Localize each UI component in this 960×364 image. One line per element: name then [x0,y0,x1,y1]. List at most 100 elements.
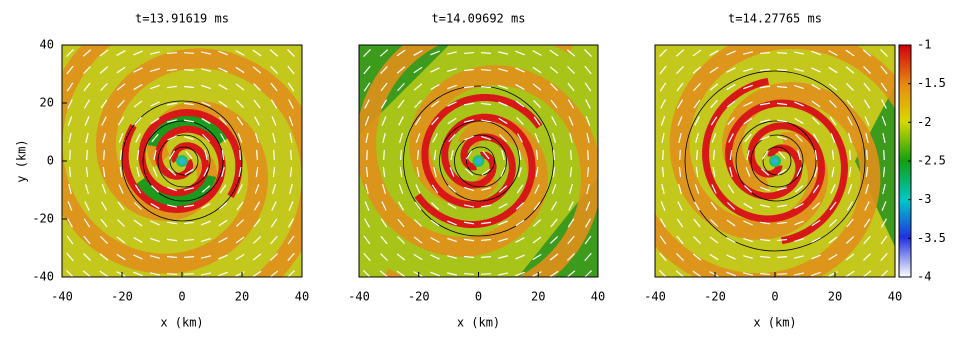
velocity-arrow [692,253,702,261]
velocity-arrow [236,201,244,211]
velocity-arrow [119,166,123,178]
velocity-arrow [726,50,736,56]
velocity-arrow [464,186,474,192]
x-tick-label: 0 [771,290,778,304]
velocity-arrow [273,149,275,161]
velocity-arrow [696,149,698,161]
velocity-arrow [83,235,91,245]
velocity-arrow [676,65,684,75]
velocity-arrow [498,101,508,107]
contour [750,134,804,188]
velocity-arrow [516,184,524,194]
core [772,158,778,164]
velocity-arrow [67,116,73,126]
velocity-arrow [794,84,804,90]
velocity-arrow [83,82,91,92]
velocity-arrow [218,67,228,73]
velocity-arrow [880,49,888,57]
velocity-arrow [116,271,126,277]
velocity-arrow [133,219,143,227]
velocity-arrow [882,132,886,144]
velocity-arrow [447,237,457,243]
velocity-arrow [269,270,279,277]
velocity-arrow [828,66,838,74]
velocity-arrow [399,166,403,178]
velocity-arrow [760,135,770,141]
velocity-arrow [693,99,701,109]
velocity-arrow [447,101,457,107]
velocity-arrow [150,51,160,55]
velocity-arrow [463,85,475,89]
velocity-arrow [447,202,457,210]
velocity-arrow [183,102,195,106]
velocity-arrow [828,253,838,261]
velocity-arrow [200,51,212,55]
velocity-arrow [661,166,665,178]
velocity-arrow [695,166,699,178]
velocity-arrow [185,150,193,160]
velocity-arrow [287,82,295,92]
velocity-arrow [253,83,261,91]
velocity-arrow [84,201,90,211]
velocity-arrow [829,201,837,211]
velocity-arrow [551,116,557,126]
velocity-arrow [270,82,278,92]
velocity-arrow [183,52,195,54]
velocity-arrow [570,149,572,161]
velocity-arrow [776,238,788,242]
x-tick-label: 40 [591,290,605,304]
contour [439,120,520,202]
velocity-arrow [584,49,592,57]
velocity-arrow [414,99,422,109]
velocity-arrow [863,99,871,109]
velocity-arrow [777,168,787,176]
velocity-arrow [118,184,124,194]
velocity-arrow [480,52,492,54]
velocity-arrow [710,219,718,227]
colorbar-tick-label: -2.5 [917,154,946,168]
green-region [359,45,449,135]
velocity-arrow [396,270,406,277]
velocity-arrow [380,99,388,109]
velocity-arrow [397,218,405,228]
orange-arm [669,45,895,240]
velocity-arrow [864,201,870,211]
velocity-arrow [497,272,509,276]
velocity-arrow [726,254,736,260]
velocity-arrow [727,202,735,210]
velocity-arrow [219,184,227,194]
velocity-arrow [532,236,542,244]
velocity-arrow [776,221,788,225]
velocity-arrow [116,236,126,244]
velocity-arrow [100,99,108,109]
velocity-arrow [287,235,295,245]
velocity-arrow [201,237,211,243]
velocity-arrow [363,48,371,58]
velocity-arrow [692,49,702,57]
velocity-arrow [447,220,457,226]
velocity-arrow [253,99,261,109]
velocity-arrow [811,271,821,277]
velocity-arrow [480,238,492,242]
velocity-arrow [678,166,682,178]
velocity-arrow [793,272,805,276]
velocity-arrow [269,49,279,57]
velocity-arrow [415,184,421,194]
velocity-arrow [85,166,89,178]
velocity-arrow [829,116,837,126]
velocity-arrow [743,255,753,259]
velocity-arrow [100,201,108,211]
velocity-arrow [480,221,492,225]
velocity-arrow [200,272,212,276]
velocity-arrow [567,82,575,92]
velocity-arrow [568,184,574,194]
velocity-arrow [221,149,225,161]
velocity-arrow [447,51,457,55]
velocity-arrow [365,184,369,194]
velocity-arrow [660,99,666,109]
contour [454,134,507,188]
velocity-arrow [676,218,684,228]
velocity-arrow [168,150,176,160]
velocity-arrow [288,201,294,211]
velocity-arrow [237,184,243,194]
